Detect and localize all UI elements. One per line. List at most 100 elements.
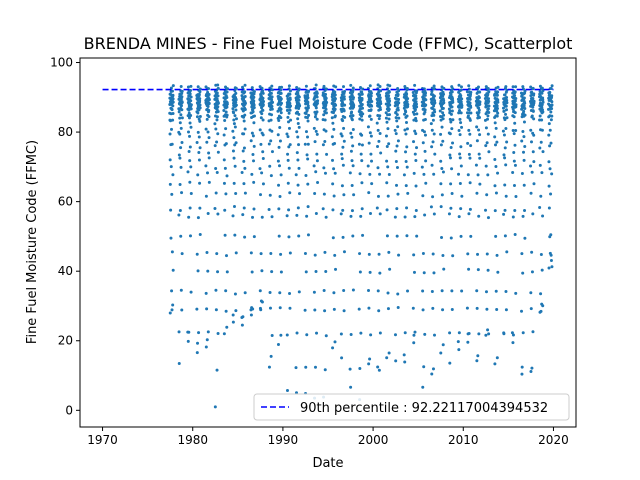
data-point bbox=[224, 127, 228, 131]
data-point bbox=[351, 164, 355, 168]
data-point bbox=[432, 94, 436, 98]
data-point bbox=[322, 113, 326, 117]
data-point bbox=[180, 116, 184, 120]
data-point bbox=[404, 132, 408, 136]
data-point bbox=[277, 234, 281, 238]
data-point bbox=[449, 182, 453, 186]
data-point bbox=[233, 164, 237, 168]
data-point bbox=[306, 142, 310, 146]
data-point bbox=[270, 104, 274, 108]
data-point bbox=[530, 170, 534, 174]
data-point bbox=[414, 94, 418, 98]
data-point bbox=[243, 94, 247, 98]
data-point bbox=[450, 191, 454, 195]
data-point bbox=[286, 152, 290, 156]
data-point bbox=[197, 92, 201, 96]
data-point bbox=[478, 90, 482, 94]
data-point bbox=[522, 120, 526, 124]
data-point bbox=[324, 92, 328, 96]
data-point bbox=[314, 83, 318, 87]
data-point bbox=[305, 333, 309, 337]
data-point bbox=[243, 291, 247, 295]
data-point bbox=[325, 100, 329, 104]
data-point bbox=[204, 345, 208, 349]
data-point bbox=[286, 135, 290, 139]
data-point bbox=[206, 269, 210, 273]
data-point bbox=[486, 173, 490, 177]
data-point bbox=[368, 270, 372, 274]
data-point bbox=[303, 142, 307, 146]
data-point bbox=[215, 91, 219, 95]
data-point bbox=[388, 267, 392, 271]
data-point bbox=[503, 93, 507, 97]
data-point bbox=[180, 108, 184, 112]
data-point bbox=[196, 269, 200, 273]
data-point bbox=[279, 252, 283, 256]
data-point bbox=[397, 253, 401, 257]
data-point bbox=[467, 84, 471, 88]
data-point bbox=[285, 132, 289, 136]
data-point bbox=[195, 252, 199, 256]
data-point bbox=[466, 173, 470, 177]
data-point bbox=[261, 91, 265, 95]
data-point bbox=[348, 114, 352, 118]
data-point bbox=[540, 105, 544, 109]
data-point bbox=[375, 121, 379, 125]
data-point bbox=[295, 331, 299, 335]
data-point bbox=[189, 192, 193, 196]
data-point bbox=[360, 133, 364, 137]
x-tick-label: 2020 bbox=[538, 433, 569, 447]
data-point bbox=[449, 112, 453, 116]
data-point bbox=[405, 234, 409, 238]
data-point bbox=[171, 104, 175, 108]
data-point bbox=[366, 125, 370, 129]
data-point bbox=[378, 96, 382, 100]
data-point bbox=[467, 152, 471, 156]
data-point bbox=[323, 250, 327, 254]
data-point bbox=[259, 142, 263, 146]
data-point bbox=[494, 289, 498, 293]
data-point bbox=[234, 191, 238, 195]
data-point bbox=[341, 235, 345, 239]
data-point bbox=[504, 194, 508, 198]
data-point bbox=[358, 367, 362, 371]
data-point bbox=[189, 107, 193, 111]
data-point bbox=[397, 89, 401, 93]
y-tick-label: 40 bbox=[58, 264, 73, 278]
data-point bbox=[395, 119, 399, 123]
data-point bbox=[385, 159, 389, 163]
data-point bbox=[460, 125, 464, 129]
data-point bbox=[360, 92, 364, 96]
legend[interactable]: 90th percentile : 92.22117004394532 bbox=[253, 393, 570, 421]
data-point bbox=[511, 341, 515, 345]
data-point bbox=[513, 121, 517, 125]
data-point bbox=[412, 270, 416, 274]
data-point bbox=[547, 122, 551, 126]
data-point bbox=[520, 171, 524, 175]
data-point bbox=[541, 110, 545, 114]
data-point bbox=[549, 253, 553, 257]
data-point bbox=[396, 125, 400, 129]
data-point bbox=[370, 159, 374, 163]
data-point bbox=[313, 115, 317, 119]
data-point bbox=[431, 195, 435, 199]
data-point bbox=[279, 88, 283, 92]
data-point bbox=[334, 103, 338, 107]
data-point bbox=[495, 253, 499, 257]
data-point bbox=[198, 99, 202, 103]
data-point bbox=[180, 89, 184, 93]
data-point bbox=[387, 142, 391, 146]
data-point bbox=[367, 362, 371, 366]
data-point bbox=[530, 270, 534, 274]
data-point bbox=[377, 309, 381, 313]
data-point bbox=[198, 206, 202, 210]
data-point bbox=[396, 92, 400, 96]
data-point bbox=[475, 139, 479, 143]
data-point bbox=[421, 141, 425, 145]
data-point bbox=[207, 151, 211, 155]
data-point bbox=[352, 103, 356, 107]
data-point bbox=[168, 311, 172, 315]
data-point bbox=[386, 165, 390, 169]
data-point bbox=[394, 116, 398, 120]
data-point bbox=[474, 163, 478, 167]
